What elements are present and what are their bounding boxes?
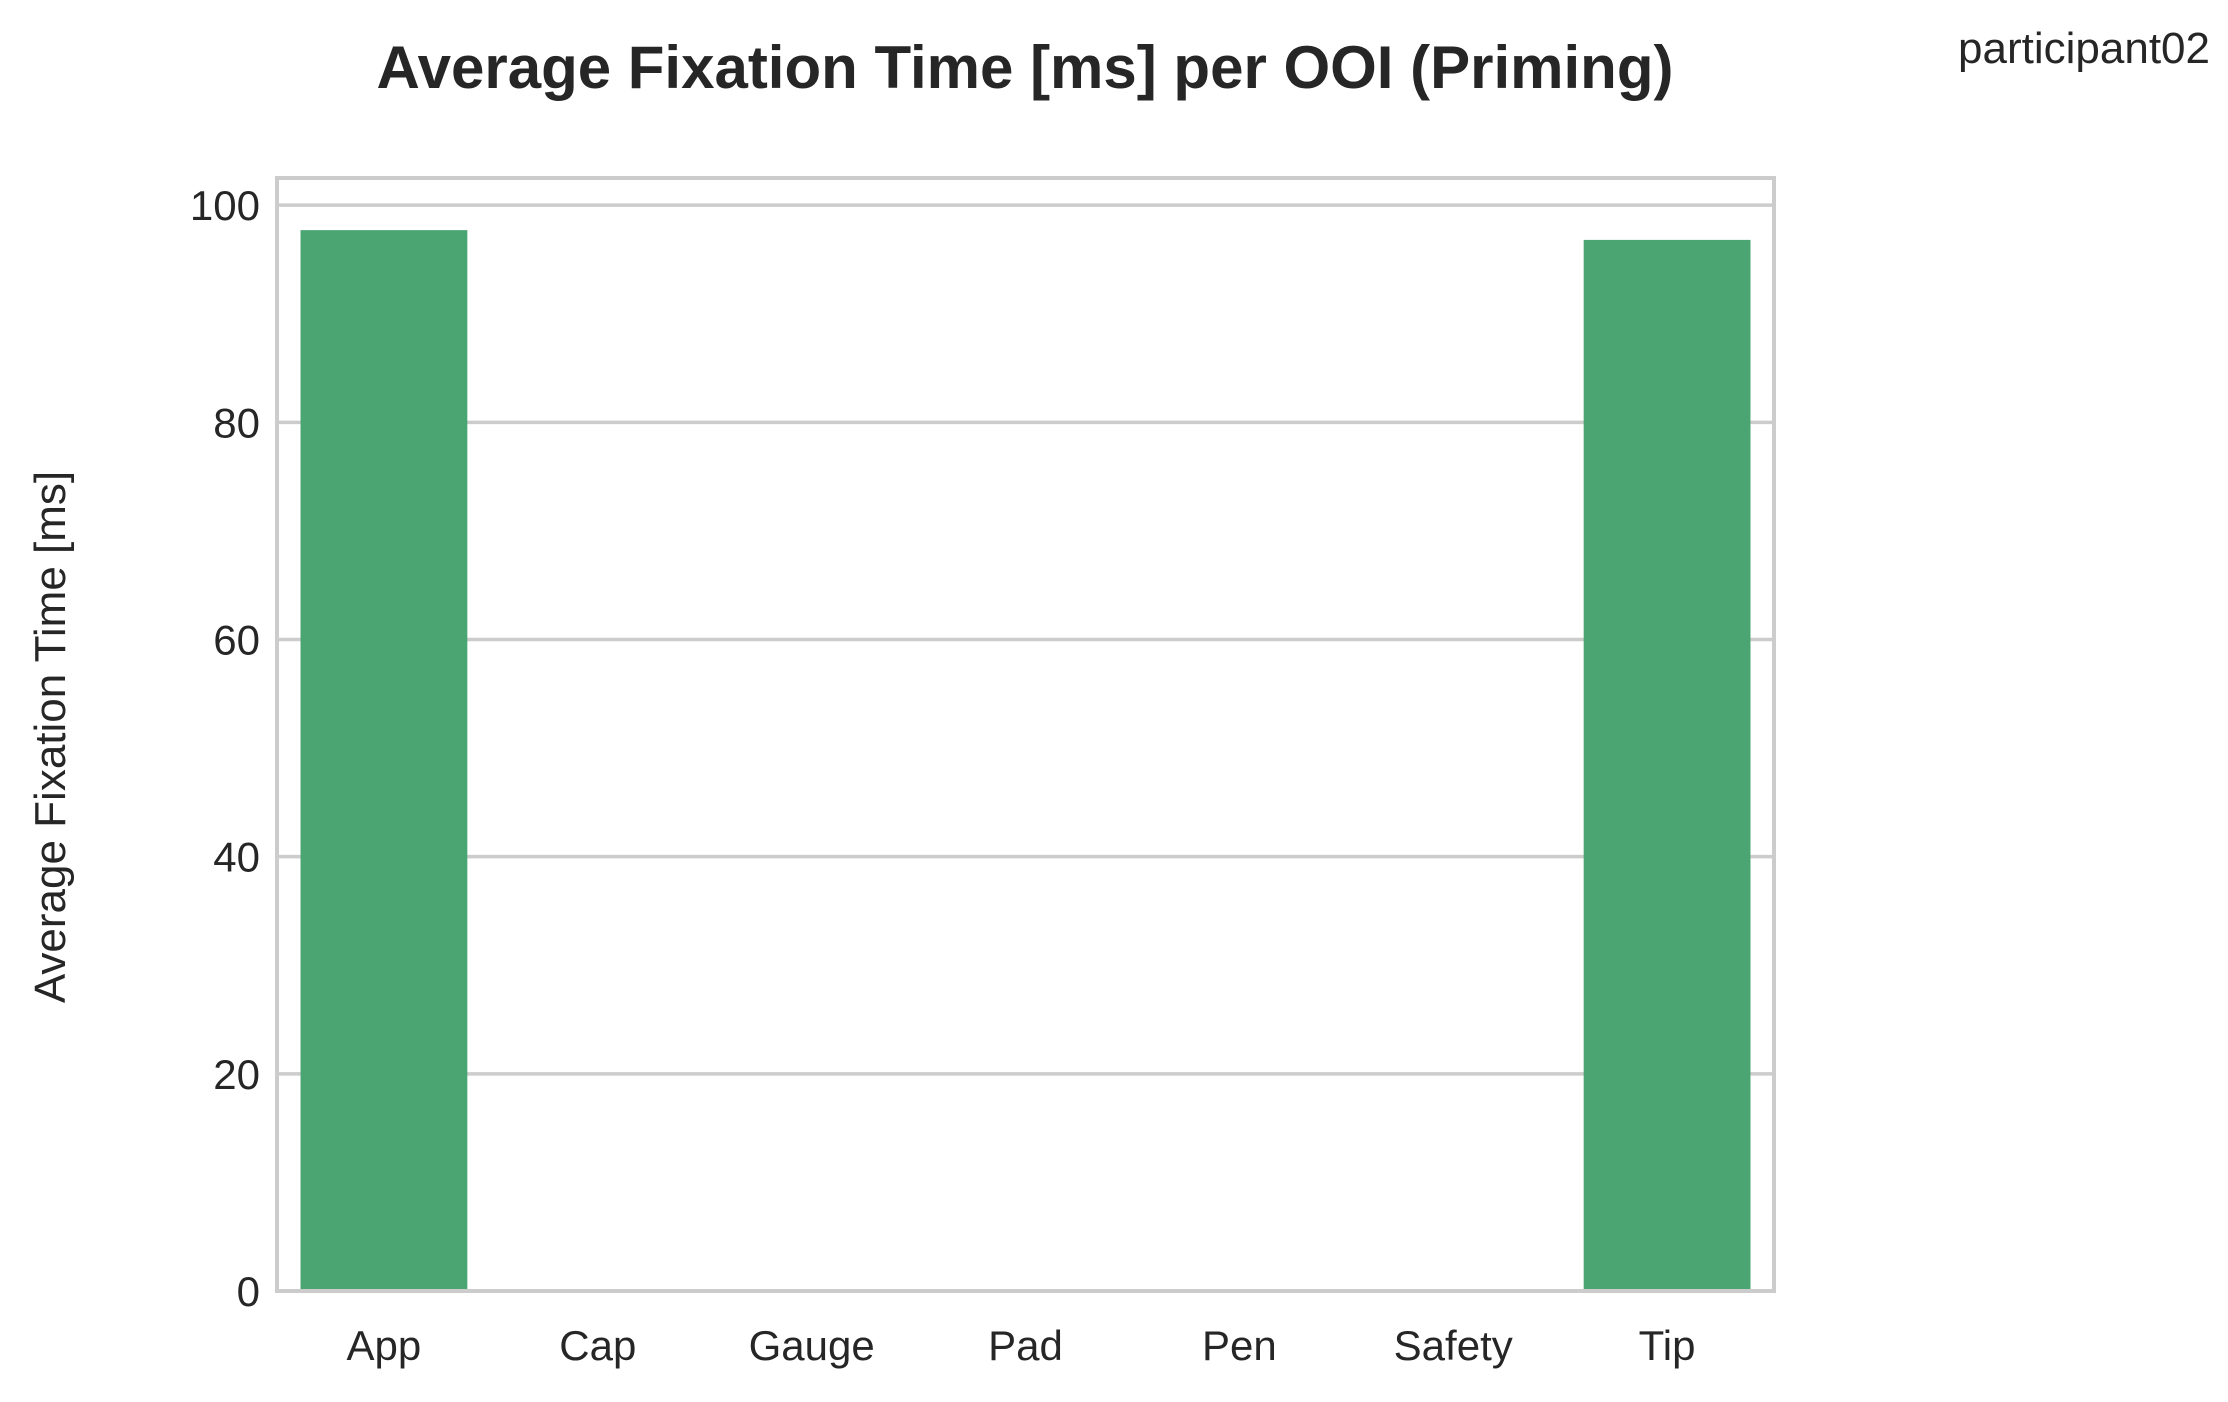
x-tick-labels: App Cap Gauge Pad Pen Safety Tip [347,1322,1696,1369]
x-tick-label-tip: Tip [1639,1322,1696,1369]
y-tick-label: 100 [190,182,260,229]
y-tick-label: 80 [213,399,260,446]
x-tick-label-pen: Pen [1202,1322,1277,1369]
x-tick-label-cap: Cap [559,1322,636,1369]
x-tick-label-pad: Pad [988,1322,1063,1369]
x-tick-label-app: App [347,1322,422,1369]
y-tick-label: 40 [213,834,260,881]
y-tick-label: 20 [213,1051,260,1098]
bar-app [300,230,468,1291]
bar-tip [1583,239,1751,1291]
x-tick-label-safety: Safety [1394,1322,1513,1369]
plot-frame [275,176,1776,1293]
participant-label: participant02 [1958,24,2210,73]
y-tick-label: 0 [237,1268,260,1315]
x-tick-label-gauge: Gauge [749,1322,875,1369]
chart-title: Average Fixation Time [ms] per OOI (Prim… [377,34,1674,101]
gridlines [277,203,1774,1076]
y-axis-label: Average Fixation Time [ms] [26,471,75,1003]
y-tick-labels: 0 20 40 60 80 100 [190,182,260,1315]
bars [300,230,1751,1291]
y-tick-label: 60 [213,616,260,663]
